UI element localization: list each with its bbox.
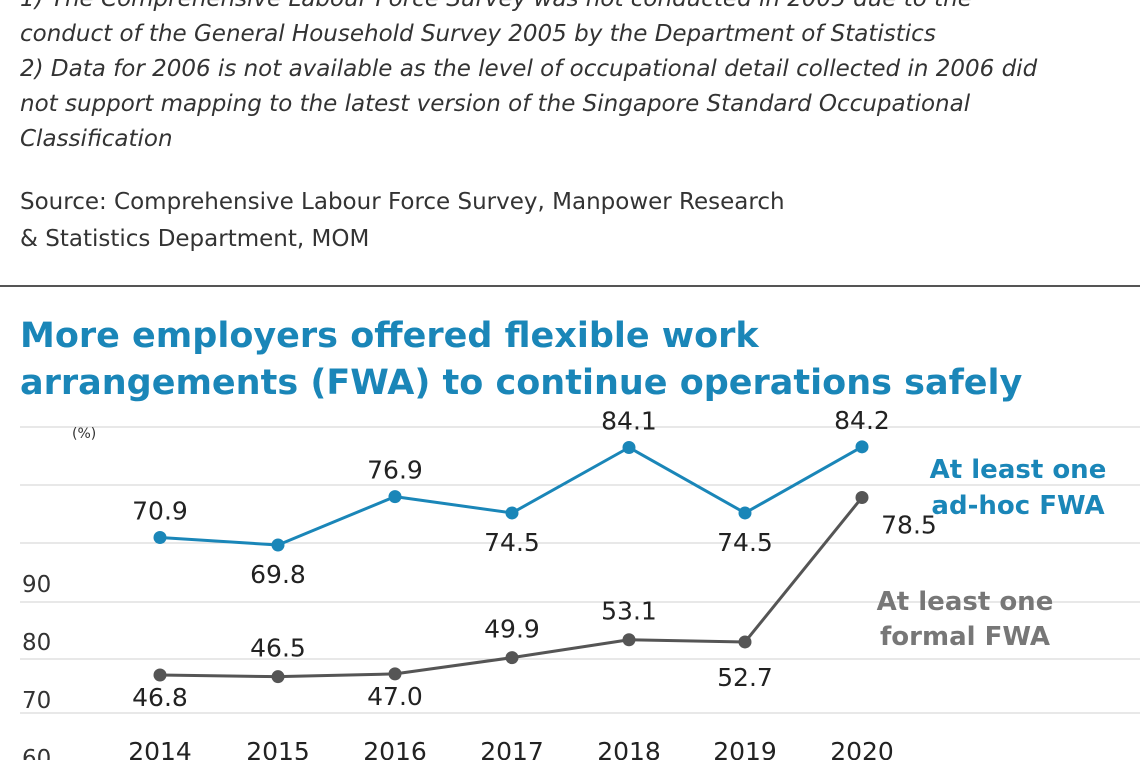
data-label: 84.2	[834, 410, 890, 435]
footnotes: 1) The Comprehensive Labour Force Survey…	[20, 0, 1120, 157]
series-name: formal FWA	[880, 622, 1050, 652]
x-tick-label: 2020	[830, 737, 894, 760]
section-divider	[0, 285, 1140, 287]
data-label: 78.5	[881, 510, 937, 539]
series-name: ad-hoc FWA	[931, 491, 1104, 521]
x-tick-label: 2018	[597, 737, 661, 760]
series-name: At least one	[930, 455, 1107, 485]
footnote-line: 1) The Comprehensive Labour Force Survey…	[20, 0, 1120, 17]
y-tick-label: 70	[22, 688, 51, 714]
data-point	[738, 635, 752, 649]
series-name: At least one	[877, 587, 1054, 617]
data-point	[271, 670, 285, 684]
footnote-line: 2) Data for 2006 is not available as the…	[20, 56, 1038, 82]
y-axis-label: (%)	[72, 426, 96, 442]
footnote-line: not support mapping to the latest versio…	[20, 91, 971, 117]
data-point	[505, 651, 519, 665]
data-point	[271, 538, 285, 552]
data-point	[622, 633, 636, 647]
x-tick-label: 2017	[480, 737, 544, 760]
data-label: 49.9	[484, 615, 540, 644]
y-tick-label: 90	[22, 572, 51, 598]
data-label: 47.0	[367, 682, 423, 711]
data-label: 70.9	[132, 497, 188, 526]
data-point	[388, 667, 402, 681]
data-point	[505, 506, 519, 520]
data-point	[855, 490, 869, 504]
data-point	[738, 506, 752, 520]
source-credit: Source: Comprehensive Labour Force Surve…	[20, 184, 785, 258]
data-label: 84.1	[601, 410, 657, 436]
data-point	[153, 668, 167, 682]
x-tick-label: 2019	[713, 737, 777, 760]
x-tick-label: 2015	[246, 737, 310, 760]
source-line: & Statistics Department, MOM	[20, 226, 370, 252]
y-tick-label: 60	[22, 746, 51, 760]
data-label: 74.5	[484, 528, 540, 557]
footnote-line: conduct of the General Household Survey …	[20, 21, 936, 47]
data-label: 46.8	[132, 683, 188, 712]
data-point	[388, 490, 402, 504]
x-tick-label: 2014	[128, 737, 192, 760]
chart-title-line: arrangements (FWA) to continue operation…	[20, 363, 1023, 403]
data-label: 74.5	[717, 528, 773, 557]
data-point	[855, 440, 869, 454]
footnote-line: Classification	[20, 126, 173, 152]
data-label: 69.8	[250, 560, 306, 589]
data-point	[622, 441, 636, 455]
x-tick-label: 2016	[363, 737, 427, 760]
chart-title-line: More employers offered flexible work	[20, 316, 759, 356]
line-chart: (%) 90 80 70 60 2014 2015 2016 2017 2018 2019 2020 7…	[20, 410, 1140, 760]
data-label: 76.9	[367, 456, 423, 485]
data-point	[153, 531, 167, 544]
data-label: 53.1	[601, 597, 657, 626]
data-label: 46.5	[250, 634, 306, 663]
chart-title: More employers offered flexible work arr…	[20, 313, 1022, 407]
data-label: 52.7	[717, 663, 773, 692]
source-line: Source: Comprehensive Labour Force Surve…	[20, 189, 785, 215]
y-tick-label: 80	[22, 630, 51, 656]
